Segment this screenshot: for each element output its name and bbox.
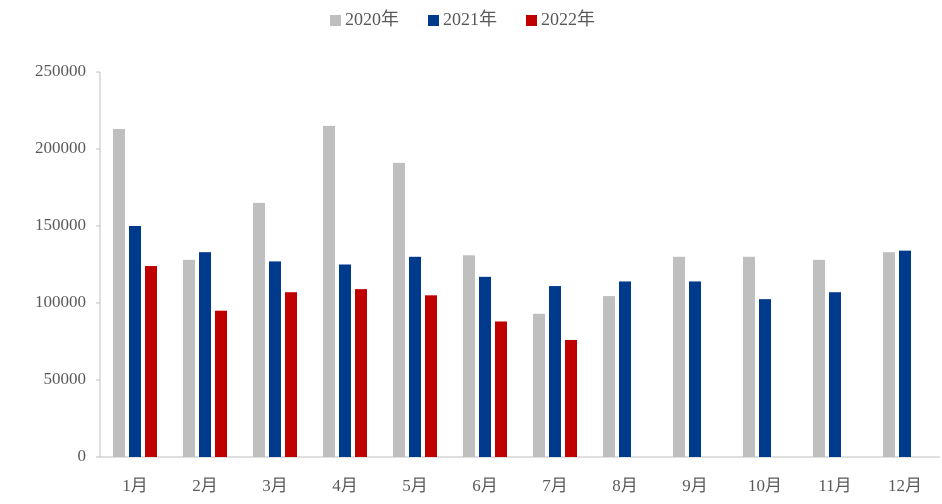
bar [883, 252, 895, 457]
x-tick-label: 6月 [472, 476, 498, 495]
bar [355, 289, 367, 457]
x-tick-label: 3月 [262, 476, 288, 495]
legend-swatch [330, 15, 341, 26]
x-tick-label: 2月 [192, 476, 218, 495]
bar [565, 339, 577, 457]
bar [759, 299, 771, 457]
bar [253, 202, 265, 457]
legend-label: 2020年 [345, 9, 399, 29]
bar [269, 261, 281, 457]
bar [743, 256, 755, 457]
bar [479, 276, 491, 457]
x-tick-label: 9月 [682, 476, 708, 495]
x-tick-label: 7月 [542, 476, 568, 495]
x-tick-label: 11月 [818, 476, 851, 495]
y-tick-label: 250000 [35, 61, 86, 80]
bar [113, 128, 125, 458]
x-tick-label: 12月 [888, 476, 922, 495]
y-tick-label: 200000 [35, 138, 86, 157]
bar [199, 252, 211, 457]
bar [339, 264, 351, 457]
bar [129, 226, 141, 457]
bar [409, 256, 421, 457]
bar [285, 292, 297, 457]
bar [495, 321, 507, 457]
bar [183, 259, 195, 457]
bar [425, 295, 437, 457]
y-tick-label: 150000 [35, 215, 86, 234]
bar [393, 162, 405, 458]
bar [619, 281, 631, 457]
bar [145, 266, 157, 457]
legend-label: 2022年 [541, 9, 595, 29]
bar [899, 250, 911, 457]
x-tick-label: 4月 [332, 476, 358, 495]
bar [463, 255, 475, 457]
bar [323, 125, 335, 458]
bar [603, 296, 615, 457]
x-tick-label: 1月 [122, 476, 148, 495]
legend-swatch [428, 15, 439, 26]
y-tick-label: 0 [78, 446, 87, 465]
x-tick-label: 8月 [612, 476, 638, 495]
x-tick-label: 5月 [402, 476, 428, 495]
legend-label: 2021年 [443, 9, 497, 29]
legend-swatch [526, 15, 537, 26]
bar [215, 310, 227, 457]
legend: 2020年 2021年 2022年 [330, 9, 595, 29]
y-tick-label: 100000 [35, 292, 86, 311]
bar [533, 313, 545, 457]
bar [549, 286, 561, 457]
x-tick-label: 10月 [748, 476, 782, 495]
bar [813, 259, 825, 457]
y-tick-label: 50000 [44, 369, 87, 388]
bar [829, 292, 841, 457]
bar [673, 256, 685, 457]
bar [689, 281, 701, 457]
